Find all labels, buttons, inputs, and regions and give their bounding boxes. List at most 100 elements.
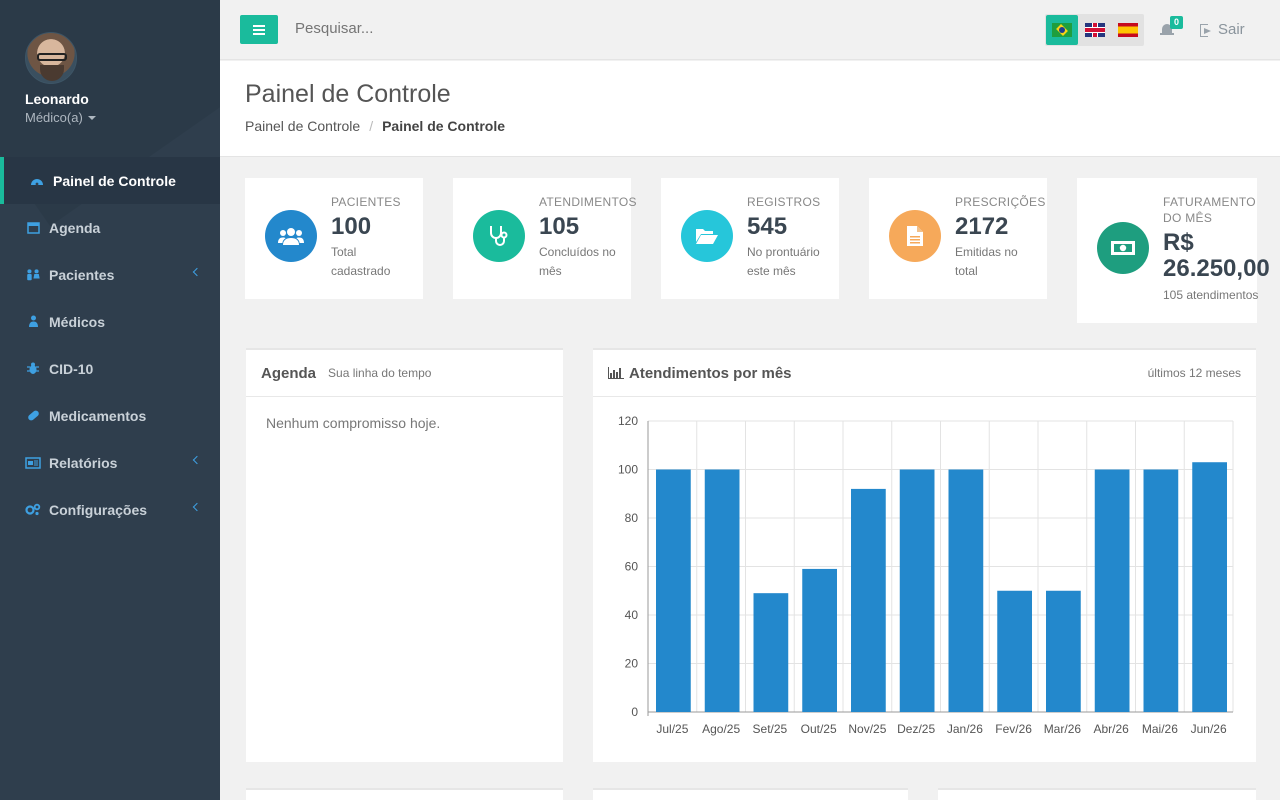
x-tick-label: Dez/25: [897, 722, 935, 736]
chart-period: últimos 12 meses: [1147, 366, 1241, 380]
language-es[interactable]: [1112, 15, 1144, 45]
x-tick-label: Mar/26: [1044, 722, 1082, 736]
bar: [1094, 469, 1130, 712]
bar: [997, 590, 1032, 712]
sidebar-item-label: Configurações: [49, 501, 148, 518]
user-role: Médico(a): [25, 110, 83, 125]
stat-value: 545: [747, 213, 788, 240]
avatar-glasses: [37, 53, 67, 61]
x-tick-label: Abr/26: [1093, 722, 1129, 736]
sign-out-icon: [1200, 23, 1212, 37]
y-tick-label: 40: [625, 608, 639, 622]
agenda-subtitle: Sua linha do tempo: [328, 366, 432, 380]
dashboard-icon: [29, 174, 45, 188]
top-bar: 0 Sair: [220, 0, 1280, 60]
sidebar: Leonardo Médico(a) Painel de Controle Age…: [0, 0, 220, 800]
stat-card-patients: PACIENTES 100 Total cadastrado: [245, 178, 423, 299]
sidebar-item-medicos[interactable]: Médicos: [0, 298, 220, 345]
caret-down-icon: [87, 115, 96, 120]
breadcrumb-current: Painel de Controle: [382, 118, 505, 134]
x-tick-label: Ago/25: [702, 722, 740, 736]
bar: [948, 469, 984, 712]
agenda-title: Agenda: [261, 364, 317, 382]
stat-subtext: 105 atendimentos: [1163, 288, 1259, 302]
sidebar-item-relatorios[interactable]: Relatórios: [0, 439, 220, 486]
x-tick-label: Fev/26: [995, 722, 1032, 736]
stat-card-prescriptions: PRESCRIÇÕES 2172 Emitidas no total: [869, 178, 1047, 299]
calendar-icon: [25, 221, 41, 235]
bug-icon: [25, 362, 41, 376]
gears-icon: [25, 503, 41, 517]
language-en[interactable]: [1079, 15, 1111, 45]
avatar[interactable]: [25, 32, 77, 84]
stat-card-revenue: FATURAMENTO DO MÊS R$ 26.250,00 105 aten…: [1077, 178, 1270, 323]
y-tick-label: 80: [625, 511, 639, 525]
sidebar-item-cid-10[interactable]: CID-10: [0, 345, 220, 392]
stethoscope-icon: [490, 226, 508, 246]
user-name: Leonardo: [25, 91, 89, 107]
stat-icon-circle: [473, 210, 525, 262]
language-pt-br[interactable]: [1046, 15, 1078, 45]
breadcrumb-link[interactable]: Painel de Controle: [245, 118, 361, 134]
stat-icon-circle: [681, 210, 733, 262]
chevron-left-icon: [192, 267, 202, 277]
bar: [1046, 590, 1081, 712]
user-role-dropdown[interactable]: Médico(a): [25, 110, 96, 125]
bell-icon[interactable]: [1160, 22, 1174, 38]
stat-icon-circle: [1097, 222, 1149, 274]
menu-toggle-button[interactable]: [240, 15, 278, 44]
chart-title: Atendimentos por mês: [629, 364, 792, 382]
user-md-icon: [25, 315, 41, 329]
stat-icon-circle: [889, 210, 941, 262]
stat-card-records: REGISTROS 545 No prontuário este mês: [661, 178, 839, 299]
sidebar-item-medicamentos[interactable]: Medicamentos: [0, 392, 220, 439]
bottom-panel-1: [246, 788, 563, 800]
sidebar-item-agenda[interactable]: Agenda: [0, 204, 220, 251]
stat-label: PACIENTES: [331, 195, 401, 209]
stat-subtext: No prontuário este mês: [747, 245, 820, 278]
sidebar-item-label: Pacientes: [49, 266, 115, 283]
users-icon: [278, 228, 304, 245]
sidebar-item-label: Medicamentos: [49, 407, 147, 424]
attendance-bar-chart: 0 20 40 60 80 100 120 Jul/25 Ago/25 Set/25 Out/25 N…: [618, 414, 1234, 736]
logout-button[interactable]: Sair: [1200, 21, 1245, 38]
sidebar-item-configuracoes[interactable]: Configurações: [0, 486, 220, 533]
stat-label: PRESCRIÇÕES: [955, 195, 1046, 209]
stat-label: FATURAMENTO DO MÊS: [1163, 195, 1256, 225]
brazil-flag-icon: [1052, 23, 1072, 37]
people-icon: [25, 268, 41, 282]
sidebar-item-painel-de-controle[interactable]: Painel de Controle: [0, 157, 220, 204]
bar: [1143, 469, 1179, 712]
bottom-panel-3: [938, 788, 1256, 800]
y-tick-label: 0: [631, 705, 638, 719]
x-tick-label: Mai/26: [1142, 722, 1178, 736]
chevron-left-icon: [192, 455, 202, 465]
stat-value: R$ 26.250,00: [1163, 229, 1270, 282]
x-tick-label: Jan/26: [947, 722, 983, 736]
bar: [656, 469, 691, 712]
x-tick-label: Nov/25: [848, 722, 886, 736]
report-icon: [25, 456, 41, 470]
breadcrumb: Painel de Controle / Painel de Controle: [245, 118, 505, 134]
user-profile: Leonardo Médico(a): [25, 32, 96, 125]
avatar-beard: [40, 65, 64, 81]
stat-icon-circle: [265, 210, 317, 262]
agenda-empty-message: Nenhum compromisso hoje.: [266, 415, 441, 431]
sidebar-item-pacientes[interactable]: Pacientes: [0, 251, 220, 298]
page-header: Painel de Controle Painel de Controle / …: [220, 61, 1280, 157]
bar-chart-icon: [608, 367, 624, 379]
stat-value: 100: [331, 213, 372, 240]
y-tick-label: 60: [625, 560, 639, 574]
sidebar-item-label: CID-10: [49, 360, 94, 377]
bar: [802, 568, 837, 712]
stat-subtext: Emitidas no total: [955, 245, 1018, 278]
x-tick-label: Set/25: [753, 722, 788, 736]
bar: [753, 593, 789, 712]
y-tick-label: 20: [625, 657, 639, 671]
search-input[interactable]: [295, 20, 595, 37]
sidebar-item-label: Agenda: [49, 219, 101, 236]
logout-label: Sair: [1218, 21, 1245, 38]
y-tick-label: 120: [618, 414, 638, 428]
spain-flag-icon: [1118, 23, 1138, 37]
bar: [704, 469, 740, 712]
